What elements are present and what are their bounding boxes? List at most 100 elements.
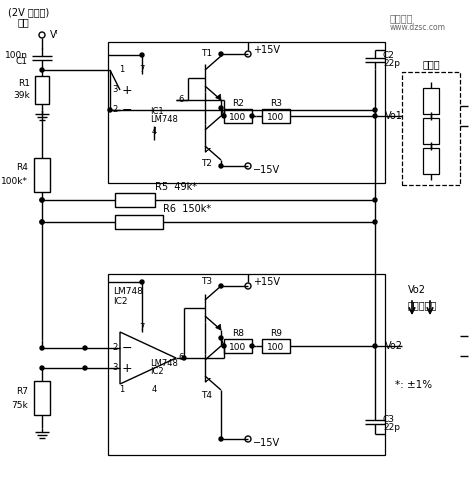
- Text: R7: R7: [16, 387, 28, 395]
- Bar: [262, 339, 290, 353]
- Text: R3: R3: [270, 99, 282, 107]
- Circle shape: [222, 344, 226, 348]
- Text: IC2: IC2: [150, 367, 164, 377]
- Text: LM748: LM748: [113, 287, 143, 297]
- Circle shape: [219, 164, 223, 168]
- Circle shape: [245, 51, 251, 57]
- Bar: [224, 339, 252, 353]
- Text: 3: 3: [113, 86, 118, 94]
- Bar: [108, 42, 385, 183]
- Text: Vᴵ: Vᴵ: [50, 30, 58, 40]
- Bar: [34, 158, 50, 192]
- Bar: [423, 88, 439, 114]
- Circle shape: [40, 346, 44, 350]
- Text: 1: 1: [119, 384, 125, 393]
- Text: 2: 2: [113, 344, 118, 352]
- Text: T2: T2: [201, 160, 212, 168]
- Bar: [115, 193, 155, 207]
- Polygon shape: [206, 378, 210, 382]
- Polygon shape: [206, 148, 210, 152]
- Circle shape: [140, 53, 144, 57]
- Text: R8: R8: [232, 329, 244, 337]
- Circle shape: [140, 280, 144, 284]
- Text: R9: R9: [270, 329, 282, 337]
- Circle shape: [219, 336, 223, 340]
- Circle shape: [373, 108, 377, 112]
- Text: +: +: [122, 362, 132, 375]
- Text: 7: 7: [139, 64, 145, 74]
- Circle shape: [182, 356, 186, 360]
- Text: Vo2: Vo2: [408, 285, 426, 295]
- Circle shape: [83, 366, 87, 370]
- Text: 1: 1: [119, 64, 125, 74]
- Circle shape: [40, 220, 44, 224]
- Circle shape: [373, 114, 377, 118]
- Text: 6: 6: [178, 353, 183, 363]
- Text: Vo2: Vo2: [385, 341, 403, 351]
- Text: LM748: LM748: [150, 116, 178, 124]
- Circle shape: [373, 344, 377, 348]
- Text: R1: R1: [18, 79, 30, 89]
- Text: +15V: +15V: [253, 45, 280, 55]
- Circle shape: [222, 114, 226, 118]
- Bar: [423, 118, 439, 144]
- Text: R2: R2: [232, 99, 244, 107]
- Text: 传感器: 传感器: [422, 59, 440, 69]
- Text: 75k: 75k: [11, 400, 28, 409]
- Circle shape: [219, 437, 223, 441]
- Text: www.dzsc.com: www.dzsc.com: [390, 24, 446, 32]
- Circle shape: [219, 284, 223, 288]
- Text: T1: T1: [201, 49, 212, 59]
- Circle shape: [373, 220, 377, 224]
- Bar: [115, 215, 163, 229]
- Text: R4: R4: [16, 164, 28, 172]
- Text: 39k: 39k: [13, 91, 30, 101]
- Text: −15V: −15V: [253, 438, 280, 448]
- Circle shape: [140, 53, 144, 57]
- Circle shape: [373, 198, 377, 202]
- Circle shape: [245, 436, 251, 442]
- Circle shape: [219, 106, 223, 110]
- Circle shape: [40, 68, 44, 72]
- Circle shape: [186, 98, 190, 102]
- Circle shape: [245, 163, 251, 169]
- Circle shape: [40, 198, 44, 202]
- Circle shape: [108, 108, 112, 112]
- Text: 传感器输出: 传感器输出: [408, 300, 438, 310]
- Text: C1: C1: [16, 58, 28, 66]
- Text: 100: 100: [229, 343, 246, 351]
- Text: −: −: [122, 104, 132, 117]
- Text: 2: 2: [113, 106, 118, 115]
- Text: 7: 7: [139, 322, 145, 332]
- Text: −: −: [122, 342, 132, 354]
- Text: IC2: IC2: [113, 298, 128, 306]
- Bar: [35, 76, 49, 104]
- Bar: [402, 72, 460, 185]
- Text: R5  49k*: R5 49k*: [155, 182, 197, 192]
- Circle shape: [40, 366, 44, 370]
- Text: 3: 3: [113, 363, 118, 373]
- Bar: [423, 148, 439, 174]
- Polygon shape: [216, 94, 221, 100]
- Text: 100: 100: [229, 112, 246, 121]
- Bar: [108, 274, 385, 455]
- Text: R6  150k*: R6 150k*: [163, 204, 211, 214]
- Text: C3: C3: [383, 415, 395, 424]
- Text: Vo1: Vo1: [385, 111, 403, 121]
- Text: +: +: [122, 84, 132, 96]
- Text: 输入: 输入: [18, 17, 30, 27]
- Text: 100n: 100n: [5, 50, 28, 60]
- Circle shape: [250, 114, 254, 118]
- Text: *: ±1%: *: ±1%: [395, 380, 432, 390]
- Circle shape: [40, 220, 44, 224]
- Text: 100: 100: [267, 343, 284, 351]
- Circle shape: [40, 198, 44, 202]
- Text: 22p: 22p: [383, 60, 400, 69]
- Text: (2V 正弦波): (2V 正弦波): [8, 7, 49, 17]
- Text: 维库一卡: 维库一卡: [390, 13, 413, 23]
- Bar: [262, 109, 290, 123]
- Text: 6: 6: [178, 95, 183, 105]
- Text: 100: 100: [267, 112, 284, 121]
- Text: 22p: 22p: [383, 424, 400, 433]
- Text: T4: T4: [201, 391, 212, 399]
